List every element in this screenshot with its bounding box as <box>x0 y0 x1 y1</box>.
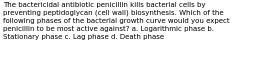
Text: The bactericidal antibiotic penicillin kills bacterial cells by
preventing pepti: The bactericidal antibiotic penicillin k… <box>3 2 230 40</box>
